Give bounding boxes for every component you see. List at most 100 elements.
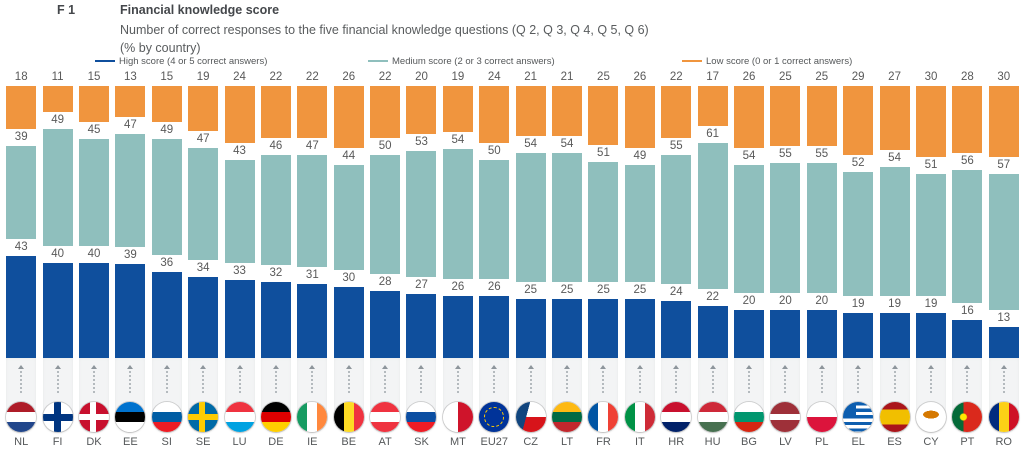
dotted-line-icon (493, 371, 496, 393)
bar-segment-low-sk (406, 86, 437, 134)
flag-hr-icon (661, 402, 692, 432)
bar-segment-med-ro (988, 174, 1019, 311)
bar-segment-high-mt (442, 295, 473, 358)
low-value-label-lt: 21 (560, 71, 574, 83)
medium-value-label-pl: 55 (815, 147, 829, 160)
low-value-label-nl: 18 (14, 71, 28, 84)
bar-stack-bg: 26 54 20 (731, 68, 767, 358)
flag-nl-icon (6, 402, 37, 432)
dotted-line-icon (602, 371, 605, 393)
bar-stack-sk: 20 53 27 (403, 68, 439, 358)
bar-segment-high-lu (224, 279, 255, 358)
dotted-line-icon (966, 371, 969, 393)
flag-capsule-el (843, 358, 874, 432)
high-value-label-lu: 33 (233, 264, 246, 277)
dotted-line-icon (20, 371, 23, 393)
flag-at-icon (370, 402, 401, 432)
bar-segment-high-cz (515, 298, 546, 358)
triangle-up-icon (272, 365, 279, 369)
chart-column-cy: 30 51 19 CY (913, 68, 949, 448)
bar-segment-high-pt (952, 319, 983, 358)
bar-segment-high-lv (770, 310, 801, 358)
country-label-es: ES (887, 436, 902, 448)
dotted-line-icon (274, 371, 277, 393)
bar-stack-ee: 13 47 39 (112, 68, 148, 358)
medium-value-label-es: 54 (888, 152, 901, 165)
bar-segment-high-sk (406, 293, 437, 358)
high-value-label-at: 28 (378, 276, 392, 289)
dotted-line-icon (1002, 371, 1005, 393)
dotted-line-icon (384, 371, 387, 393)
flag-capsule-hr (661, 358, 692, 432)
triangle-up-icon (54, 365, 61, 369)
bar-segment-low-eu27 (479, 86, 510, 144)
triangle-up-icon (90, 365, 97, 369)
flag-ie-icon (297, 402, 328, 432)
bar-segment-med-it (624, 164, 655, 282)
bar-segment-low-lu (224, 86, 255, 144)
triangle-up-icon (746, 365, 752, 369)
dotted-line-icon (857, 371, 860, 393)
country-label-pl: PL (815, 436, 829, 448)
bar-stack-cy: 30 51 19 (913, 68, 949, 358)
bar-segment-high-se (188, 277, 219, 358)
medium-value-label-bg: 54 (742, 149, 756, 162)
bar-segment-med-hu (697, 143, 728, 289)
medium-value-label-fr: 51 (597, 146, 610, 159)
bar-segment-low-bg (734, 86, 764, 148)
chart-column-se: 19 47 34 SE (185, 68, 221, 448)
low-value-label-mt: 19 (451, 71, 465, 84)
medium-value-label-si: 49 (160, 123, 174, 136)
bar-segment-high-fr (588, 299, 619, 358)
triangle-up-icon (709, 365, 716, 369)
dotted-line-icon (311, 371, 314, 393)
bar-segment-high-ee (115, 264, 146, 358)
dotted-line-icon (711, 371, 714, 393)
flag-capsule-bg (734, 358, 764, 432)
legend-swatch-medium-icon (368, 59, 388, 63)
bar-segment-high-ro (988, 327, 1019, 358)
flag-it-icon (624, 402, 655, 432)
dotted-line-icon (347, 371, 350, 393)
dotted-line-icon (56, 371, 59, 393)
bar-segment-low-el (843, 86, 874, 156)
country-label-sk: SK (414, 436, 429, 448)
flag-capsule-at (370, 358, 401, 432)
country-label-lu: LU (232, 436, 247, 448)
flag-dk-icon (78, 402, 109, 432)
country-label-hu: HU (704, 436, 721, 448)
bar-stack-hu: 17 61 22 (694, 68, 730, 358)
medium-value-label-lt: 54 (560, 138, 574, 150)
low-value-label-hu: 17 (706, 70, 720, 83)
dotted-line-icon (820, 371, 823, 393)
chart-column-si: 15 49 36 SI (149, 68, 185, 448)
low-value-label-fr: 25 (597, 71, 610, 84)
high-value-label-fr: 25 (597, 284, 610, 297)
chart-legend: High score (4 or 5 correct answers) Medi… (0, 55, 1024, 69)
flag-capsule-de (260, 358, 291, 432)
medium-value-label-lu: 43 (233, 145, 246, 158)
chart-column-el: 29 52 19 EL (840, 68, 876, 448)
triangle-up-icon (345, 365, 352, 369)
medium-value-label-nl: 39 (14, 130, 28, 143)
flag-pt-icon (952, 402, 983, 432)
flag-capsule-sk (406, 358, 437, 432)
bar-stack-ro: 30 57 13 (986, 68, 1022, 358)
bar-segment-low-it (624, 86, 655, 148)
bar-segment-med-dk (78, 138, 109, 246)
bar-segment-high-dk (78, 262, 109, 358)
flag-ee-icon (115, 402, 146, 432)
flag-be-icon (333, 402, 364, 432)
triangle-up-icon (454, 365, 461, 369)
bar-segment-med-mt (442, 148, 473, 279)
bar-segment-high-es (879, 312, 910, 358)
country-label-nl: NL (14, 436, 29, 448)
high-value-label-de: 32 (269, 266, 283, 279)
chart-column-at: 22 50 28 AT (367, 68, 403, 448)
dotted-line-icon (529, 371, 532, 393)
low-value-label-se: 19 (196, 71, 210, 84)
bar-stack-be: 26 44 30 (331, 68, 367, 358)
dotted-line-icon (675, 371, 678, 393)
triangle-up-icon (200, 365, 207, 369)
bar-segment-high-pl (806, 310, 837, 358)
